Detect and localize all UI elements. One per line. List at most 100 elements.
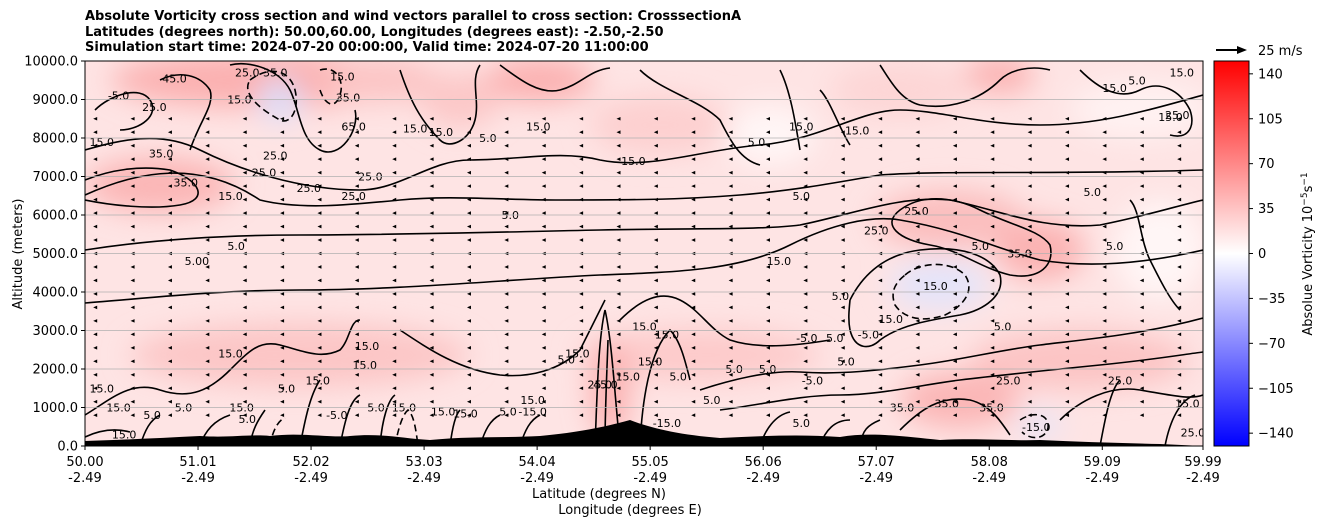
wind-vector <box>466 170 471 175</box>
wind-vector <box>990 143 995 148</box>
wind-vector <box>803 305 808 310</box>
wind-vector <box>616 399 621 404</box>
wind-vector <box>466 386 471 391</box>
wind-vector <box>205 116 210 121</box>
wind-vector <box>242 386 247 391</box>
wind-vector <box>167 265 172 269</box>
contour-label: 15.0 <box>218 348 243 361</box>
x-tick-label-lon: -2.49 <box>181 471 215 486</box>
contour-line <box>159 74 212 151</box>
wind-vector <box>728 224 733 229</box>
contour-label: 5.0 <box>143 409 161 422</box>
wind-vector <box>504 143 509 148</box>
wind-vector <box>616 170 621 175</box>
wind-vector <box>466 278 471 283</box>
wind-vector <box>1139 116 1144 121</box>
colorbar-tick-label: −70 <box>1258 337 1285 352</box>
wind-vector <box>1027 143 1032 148</box>
wind-vector <box>429 319 434 323</box>
contour-label: -15.0 <box>653 417 681 430</box>
wind-vector <box>766 305 771 310</box>
y-tick-label: 8000.0 <box>33 132 79 147</box>
wind-vector <box>93 399 98 404</box>
wind-vector <box>1065 265 1070 269</box>
contour-label: 15.0 <box>306 375 331 388</box>
wind-vector <box>1027 386 1032 391</box>
contour-label: 5.0 <box>972 240 990 253</box>
contour-label: 25.0 <box>235 67 260 80</box>
contour-label: 15.0 <box>453 407 478 420</box>
wind-vector <box>205 359 210 364</box>
wind-vector <box>130 359 135 364</box>
wind-vector <box>915 278 920 283</box>
wind-vector <box>616 386 621 391</box>
wind-vector <box>541 143 546 148</box>
contour-line <box>1059 388 1203 421</box>
wind-vector <box>616 224 621 229</box>
wind-vector <box>280 238 285 242</box>
vorticity-blob <box>130 323 470 387</box>
wind-vector <box>317 224 322 229</box>
wind-vector <box>691 224 696 229</box>
wind-vector <box>952 184 957 188</box>
wind-vector <box>429 372 434 377</box>
wind-vector <box>242 197 247 202</box>
wind-vector <box>1139 319 1144 323</box>
wind-vector <box>205 170 210 175</box>
wind-vector <box>280 278 285 283</box>
wind-vector <box>878 319 883 323</box>
wind-vector <box>167 319 172 323</box>
wind-vector <box>691 143 696 148</box>
colorbar-fill <box>1214 61 1249 446</box>
wind-vector <box>840 319 845 323</box>
wind-vector <box>130 116 135 121</box>
wind-vector <box>504 413 509 417</box>
colorbar-tick-label: 140 <box>1258 67 1283 82</box>
wind-vector <box>429 292 434 296</box>
contour-label: 15.0 <box>526 120 551 133</box>
wind-vector <box>653 265 658 269</box>
wind-vector <box>766 238 771 242</box>
wind-vector <box>1177 292 1182 296</box>
wind-vector <box>579 143 584 148</box>
wind-vector <box>317 197 322 202</box>
x-tick-label-lon: -2.49 <box>294 471 328 486</box>
wind-vector <box>1139 292 1144 296</box>
wind-vector <box>952 332 957 337</box>
wind-vector <box>952 224 957 229</box>
wind-vector <box>915 305 920 310</box>
wind-vector <box>990 211 995 215</box>
wind-vector <box>93 292 98 296</box>
wind-vector <box>579 332 584 337</box>
wind-vector <box>354 265 359 269</box>
wind-vector <box>167 170 172 175</box>
wind-vector <box>1102 319 1107 323</box>
wind-vector <box>1177 130 1182 135</box>
contour-label: 35.0 <box>263 67 288 80</box>
wind-vector <box>242 372 247 377</box>
contour-label: 5.0 <box>792 417 810 430</box>
y-tick-label: 4000.0 <box>33 286 79 301</box>
wind-vector <box>1177 332 1182 337</box>
contour-line <box>779 69 851 151</box>
wind-vector <box>167 372 172 377</box>
wind-vector <box>878 184 883 188</box>
wind-vector <box>317 265 322 269</box>
contour-label: 15.0 <box>229 402 254 415</box>
wind-vector <box>1139 265 1144 269</box>
negative-contour-line <box>247 70 298 122</box>
wind-vector <box>803 157 808 161</box>
colorbar-label: Absolue Vorticity 10−5s−1 <box>1300 172 1316 335</box>
wind-vector <box>766 211 771 215</box>
y-tick-label: 3000.0 <box>33 324 79 339</box>
wind-vector <box>466 143 471 148</box>
wind-vector <box>429 265 434 269</box>
wind-vector <box>466 184 471 188</box>
wind-vector <box>93 359 98 364</box>
contour-line <box>891 197 1052 277</box>
contour-line <box>85 169 1203 207</box>
wind-vector <box>317 413 322 417</box>
x-tick-label-lat: 58.08 <box>971 455 1008 470</box>
wind-vector <box>1065 238 1070 242</box>
wind-vector <box>1102 143 1107 148</box>
